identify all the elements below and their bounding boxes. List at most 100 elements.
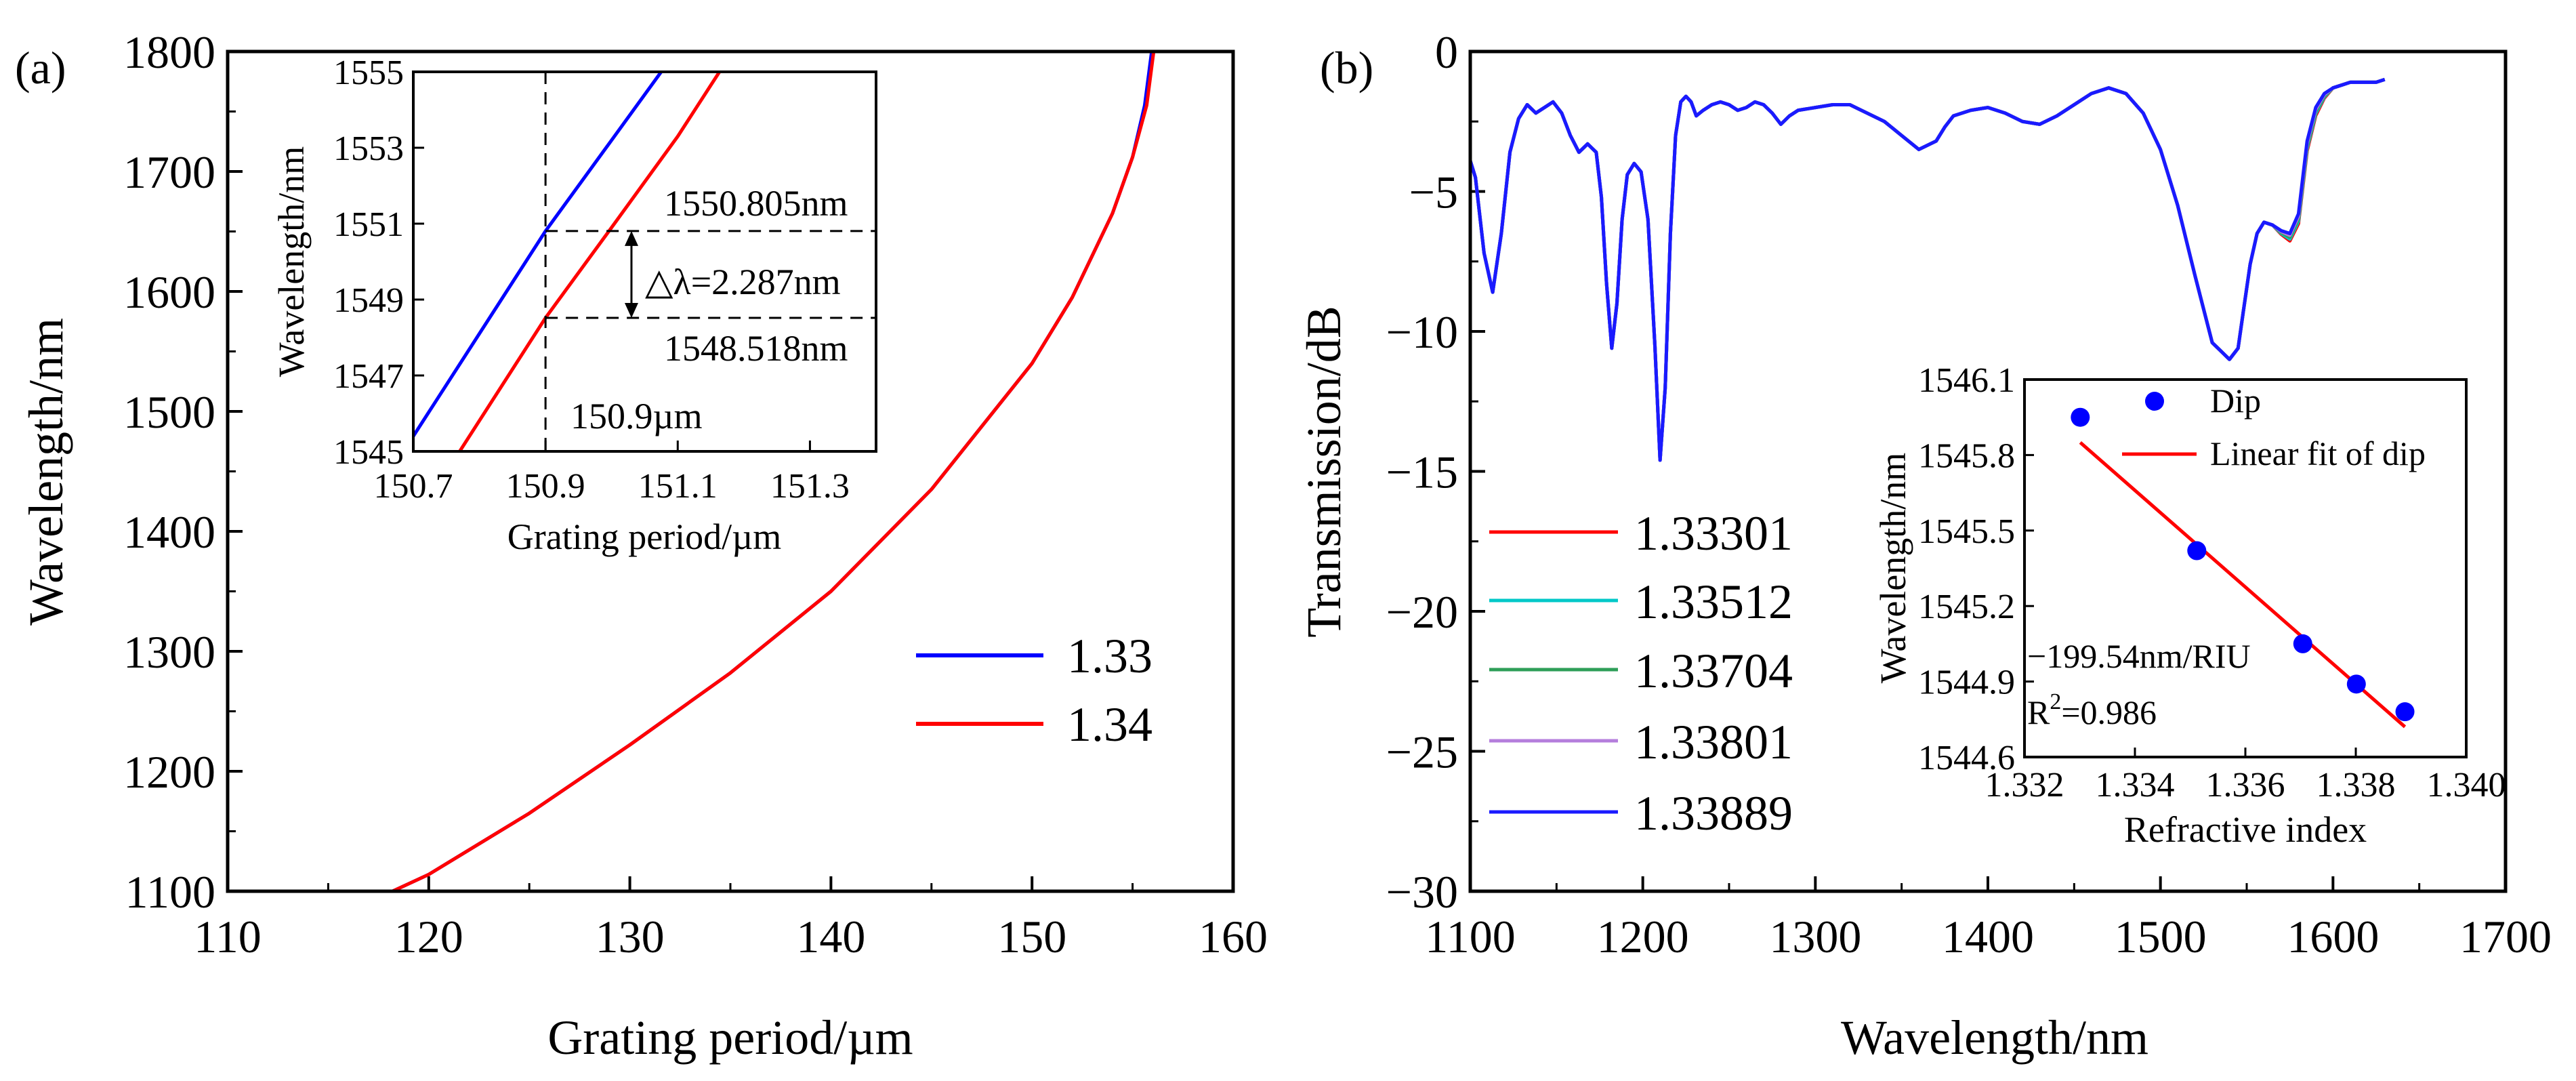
inset-b-x-axis-title: Refractive index: [2124, 809, 2367, 850]
r2-base: R: [2027, 693, 2050, 731]
inset-b-x-tick-labels: 1.332 1.334 1.336 1.338 1.340: [1985, 766, 2506, 804]
ia-x-tick-label: 151.3: [770, 467, 850, 506]
a-x-tick-label: 130: [596, 911, 665, 962]
a-x-tick-label: 140: [796, 911, 865, 962]
panel-a-inset: 1545 1547 1549 1551 1553 1555 150.7 150.9 151.1…: [271, 54, 877, 557]
panel-a-x-axis-title: Grating period/µm: [547, 1011, 913, 1065]
inset-b-legend-dip-marker: [2145, 392, 2164, 411]
legend-label-1.34: 1.34: [1067, 697, 1152, 752]
ia-y-tick-label: 1549: [333, 281, 404, 320]
ib-x-tick-label: 1.338: [2317, 766, 2396, 804]
b-y-tick-label: −10: [1386, 306, 1458, 358]
inset-b-legend-fit-label: Linear fit of dip: [2210, 434, 2426, 472]
ib-y-tick-label: 1546.1: [1918, 361, 2015, 400]
a-y-tick-label: 1400: [123, 506, 215, 558]
panel-b-series: [1470, 77, 2386, 462]
b-x-tick-label: 1100: [1425, 911, 1515, 962]
b-x-tick-label: 1400: [1942, 911, 2034, 962]
legend-label-1.33889: 1.33889: [1634, 786, 1793, 840]
b-x-tick-label: 1300: [1769, 911, 1861, 962]
panel-a-frame: [226, 49, 1235, 893]
legend-label-1.33301: 1.33301: [1634, 506, 1793, 560]
panel-b-label: (b): [1320, 42, 1373, 94]
a-y-tick-label: 1700: [123, 146, 215, 198]
inset-b-legend-dip-label: Dip: [2210, 382, 2261, 420]
inset-a-frame: [412, 70, 877, 453]
ia-y-tick-label: 1551: [333, 205, 404, 244]
ia-x-tick-label: 151.1: [638, 467, 718, 506]
inset-b-y-axis-title: Wavelength/nm: [1873, 453, 1913, 684]
a-y-tick-label: 1600: [123, 266, 215, 318]
a-x-tick-label: 160: [1199, 911, 1268, 962]
legend-label-1.33: 1.33: [1067, 629, 1152, 683]
a-y-tick-label: 1300: [123, 626, 215, 678]
b-y-tick-label: −30: [1386, 866, 1458, 918]
ib-y-tick-label: 1545.8: [1918, 436, 2015, 475]
b-x-tick-label: 1200: [1597, 911, 1689, 962]
inset-a-background: [413, 72, 876, 451]
a-y-tick-label: 1800: [123, 26, 215, 78]
ia-y-tick-label: 1545: [333, 433, 404, 472]
ib-x-tick-label: 1.334: [2096, 766, 2175, 804]
legend-label-1.33512: 1.33512: [1634, 575, 1793, 629]
inset-a-guides: [544, 72, 876, 451]
ib-y-tick-label: 1545.2: [1918, 588, 2015, 626]
panel-b: (b) 0−5−10−15−20−25−30 1100 1200 1300 1400 1…: [1297, 26, 2552, 1065]
ia-y-tick-label: 1555: [333, 54, 404, 92]
ib-x-tick-label: 1.340: [2427, 766, 2506, 804]
inset-b-y-tick-labels: 1544.6 1544.9 1545.2 1545.5 1545.8 1546.1: [1918, 361, 2015, 777]
ib-x-tick-label: 1.332: [1985, 766, 2064, 804]
annotation-delta-lambda: △λ=2.287nm: [645, 262, 841, 302]
inset-b-background: [2024, 380, 2466, 757]
b-y-tick-label: −15: [1386, 447, 1458, 498]
ia-x-tick-label: 150.7: [374, 467, 453, 506]
r2-value: =0.986: [2061, 693, 2157, 731]
panel-a-label: (a): [15, 42, 66, 94]
panel-a-legend: 1.33 1.34: [916, 629, 1152, 752]
b-y-tick-label: 0: [1435, 26, 1458, 78]
b-x-tick-label: 1500: [2115, 911, 2207, 962]
inset-a-x-axis-title: Grating period/µm: [507, 516, 782, 557]
panel-a-y-tick-labels: 1100 1200 1300 1400 1500 1600 1700 1800: [123, 26, 215, 918]
spectrum-line-1.33889: [1470, 77, 2386, 462]
dip-point: [2293, 634, 2312, 653]
a-x-tick-label: 150: [997, 911, 1066, 962]
inset-b-frame: [2023, 378, 2468, 758]
dip-point: [2346, 674, 2366, 694]
panel-b-frame: [1468, 49, 2508, 893]
a-x-tick-label: 120: [394, 911, 463, 962]
annotation-r-squared: R2=0.986: [2027, 689, 2157, 731]
inset-a-series: [413, 72, 722, 451]
inset-a-x-tick-labels: 150.7 150.9 151.1 151.3: [374, 467, 850, 506]
a-y-tick-label: 1200: [123, 746, 215, 798]
panel-b-y-tick-labels: 0 −5 −10 −15 −20 −25 −30: [1386, 26, 1458, 918]
legend-label-1.33704: 1.33704: [1634, 644, 1793, 698]
a-y-tick-label: 1500: [123, 386, 215, 438]
a-y-tick-label: 1100: [125, 866, 215, 918]
annotation-slope: −199.54nm/RIU: [2027, 637, 2251, 675]
ib-y-tick-label: 1544.6: [1918, 739, 2015, 777]
b-y-tick-label: −25: [1386, 727, 1458, 778]
ib-y-tick-label: 1545.5: [1918, 512, 2015, 551]
ia-y-tick-label: 1547: [333, 357, 404, 396]
ib-y-tick-label: 1544.9: [1918, 664, 2015, 702]
b-x-tick-label: 1700: [2459, 911, 2552, 962]
inset-a-arrow-head-up: [624, 230, 638, 246]
panel-a-series: [392, 51, 1156, 893]
ia-x-tick-label: 150.9: [506, 467, 585, 506]
b-y-tick-label: −20: [1386, 586, 1458, 638]
inset-a-line-1.34: [457, 72, 722, 451]
annotation-grating-period: 150.9µm: [570, 396, 703, 436]
panel-a-x-tick-labels: 110 120 130 140 150 160: [194, 911, 1268, 962]
panel-b-inset: 1544.6 1544.9 1545.2 1545.5 1545.8 1546.1 1.3…: [1873, 361, 2506, 850]
inset-a-y-axis-title: Wavelength/nm: [271, 146, 312, 378]
inset-a-line-1.33: [413, 72, 663, 437]
panel-a-y-axis-title: Wavelength/nm: [19, 318, 73, 626]
ib-x-tick-label: 1.336: [2206, 766, 2285, 804]
inset-b-series: [2071, 407, 2415, 729]
legend-label-1.33801: 1.33801: [1634, 715, 1793, 769]
inset-a-y-tick-labels: 1545 1547 1549 1551 1553 1555: [333, 54, 404, 472]
ia-y-tick-label: 1553: [333, 129, 404, 168]
panel-b-x-axis-title: Wavelength/nm: [1841, 1011, 2148, 1065]
